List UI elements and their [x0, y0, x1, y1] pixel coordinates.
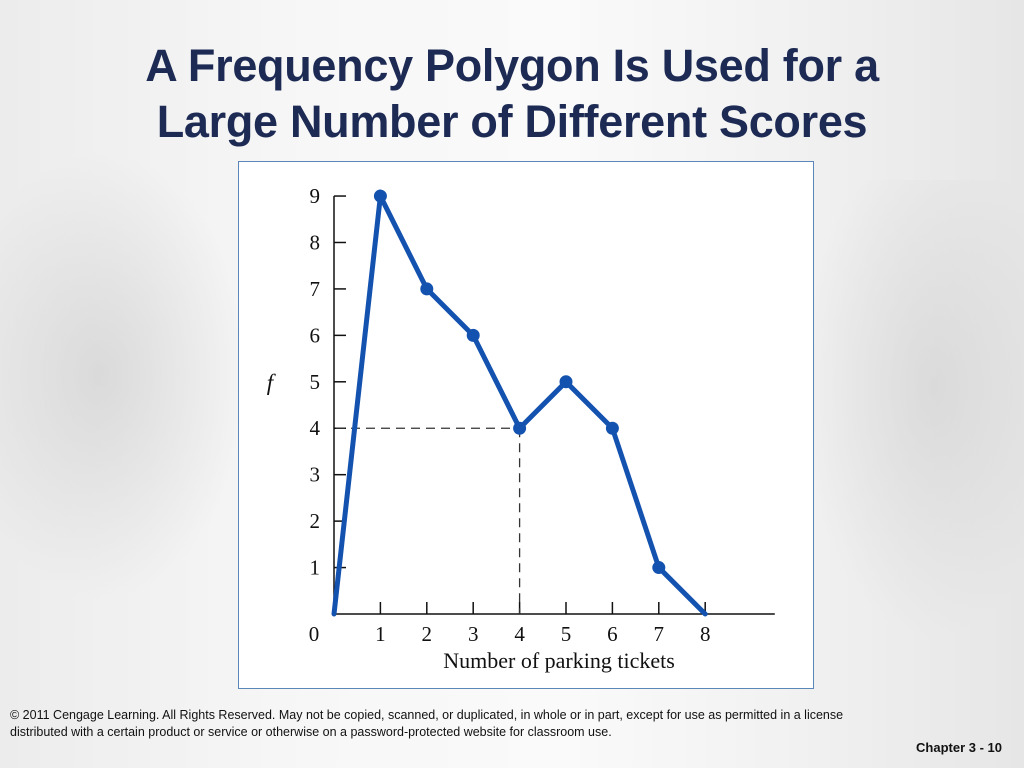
- x-tick-label-7: 7: [654, 622, 665, 646]
- copyright-footer: © 2011 Cengage Learning. All Rights Rese…: [10, 707, 1010, 741]
- y-tick-label-7: 7: [310, 277, 321, 301]
- x-tick-label-8: 8: [700, 622, 711, 646]
- x-tick-label-1: 1: [375, 622, 386, 646]
- y-tick-label-1: 1: [310, 556, 321, 580]
- data-point-2: [420, 282, 434, 296]
- x-tick-label-4: 4: [514, 622, 525, 646]
- chapter-page-number: Chapter 3 - 10: [916, 740, 1002, 755]
- y-tick-label-4: 4: [310, 416, 321, 440]
- title-line-1: A Frequency Polygon Is Used for a: [145, 40, 879, 91]
- data-point-6: [605, 421, 619, 435]
- y-axis-title: f: [267, 370, 277, 395]
- background-shape-left: [0, 150, 250, 600]
- slide-title: A Frequency Polygon Is Used for a Large …: [20, 38, 1004, 150]
- x-tick-label-0: 0: [309, 622, 320, 646]
- y-tick-label-9: 9: [310, 184, 321, 208]
- y-tick-label-6: 6: [310, 323, 321, 347]
- y-tick-label-3: 3: [310, 463, 321, 487]
- y-tick-label-5: 5: [310, 370, 321, 394]
- x-tick-label-6: 6: [607, 622, 618, 646]
- data-point-3: [466, 328, 480, 342]
- copyright-line-1: © 2011 Cengage Learning. All Rights Rese…: [10, 708, 844, 722]
- data-point-4: [513, 421, 527, 435]
- x-tick-label-2: 2: [422, 622, 433, 646]
- y-tick-label-2: 2: [310, 509, 321, 533]
- x-tick-label-3: 3: [468, 622, 479, 646]
- data-point-7: [652, 561, 666, 575]
- data-point-5: [559, 375, 573, 389]
- x-axis-title: Number of parking tickets: [443, 648, 675, 673]
- y-tick-label-8: 8: [310, 230, 321, 254]
- chart-frame: 1 2 3 4 5 6 7 8 9 0 1 2 3 4 5 6 7 8 Number of parking tick…: [238, 161, 814, 689]
- data-point-1: [373, 189, 387, 203]
- copyright-line-2: distributed with a certain product or se…: [10, 725, 612, 739]
- title-line-2: Large Number of Different Scores: [156, 96, 868, 147]
- x-tick-label-5: 5: [561, 622, 572, 646]
- frequency-polygon-chart: 1 2 3 4 5 6 7 8 9 0 1 2 3 4 5 6 7 8 Number of parking tick…: [267, 184, 775, 673]
- background-shape-right: [800, 180, 1024, 640]
